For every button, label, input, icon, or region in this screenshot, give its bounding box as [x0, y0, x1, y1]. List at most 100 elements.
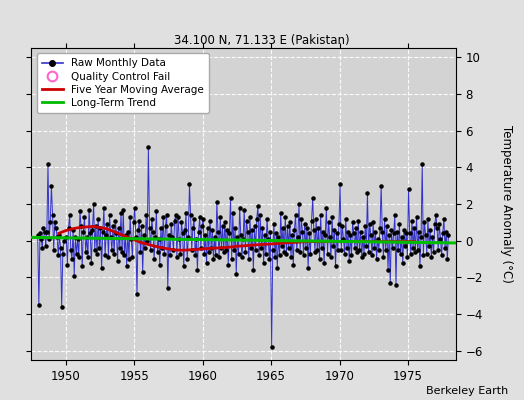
- Point: [84, 254, 92, 260]
- Point: [119, 206, 127, 213]
- Point: [53, 234, 61, 240]
- Point: [287, 254, 295, 260]
- Point: [430, 248, 438, 255]
- Point: [67, 247, 75, 253]
- Point: [245, 256, 253, 262]
- Point: [205, 248, 213, 255]
- Point: [292, 247, 301, 253]
- Point: [195, 214, 204, 220]
- Point: [434, 247, 442, 253]
- Y-axis label: Temperature Anomaly (°C): Temperature Anomaly (°C): [500, 125, 512, 283]
- Point: [356, 228, 365, 235]
- Point: [385, 232, 394, 238]
- Point: [297, 216, 305, 222]
- Point: [436, 236, 445, 242]
- Point: [193, 267, 202, 273]
- Point: [366, 221, 374, 227]
- Point: [230, 247, 238, 253]
- Point: [99, 228, 107, 235]
- Point: [304, 265, 312, 272]
- Text: Berkeley Earth: Berkeley Earth: [426, 386, 508, 396]
- Point: [351, 245, 359, 251]
- Point: [412, 214, 421, 220]
- Point: [97, 265, 106, 272]
- Point: [190, 216, 198, 222]
- Point: [130, 204, 139, 211]
- Point: [427, 254, 435, 260]
- Point: [369, 219, 377, 226]
- Point: [398, 234, 406, 240]
- Point: [286, 219, 294, 226]
- Point: [252, 247, 260, 253]
- Point: [271, 254, 279, 260]
- Point: [276, 252, 284, 258]
- Point: [213, 199, 221, 205]
- Point: [334, 247, 342, 253]
- Point: [90, 201, 98, 207]
- Point: [428, 234, 436, 240]
- Point: [129, 219, 138, 226]
- Point: [426, 226, 434, 233]
- Point: [126, 214, 134, 220]
- Point: [408, 217, 416, 224]
- Point: [309, 195, 317, 202]
- Point: [402, 230, 410, 236]
- Point: [331, 263, 340, 270]
- Point: [315, 256, 324, 262]
- Point: [168, 234, 177, 240]
- Point: [73, 236, 82, 242]
- Point: [267, 344, 276, 350]
- Point: [387, 226, 396, 233]
- Point: [232, 270, 241, 277]
- Point: [122, 232, 130, 238]
- Point: [438, 252, 446, 258]
- Point: [325, 234, 334, 240]
- Point: [189, 225, 197, 231]
- Point: [68, 256, 76, 262]
- Point: [280, 248, 288, 255]
- Point: [185, 181, 194, 187]
- Point: [123, 263, 131, 270]
- Point: [241, 248, 249, 255]
- Point: [139, 232, 148, 238]
- Point: [431, 221, 439, 227]
- Point: [396, 250, 405, 257]
- Point: [196, 245, 205, 251]
- Point: [38, 245, 47, 251]
- Point: [321, 232, 330, 238]
- Point: [101, 252, 109, 258]
- Point: [256, 212, 265, 218]
- Point: [393, 228, 401, 235]
- Point: [179, 230, 187, 236]
- Point: [86, 230, 94, 236]
- Point: [117, 210, 125, 216]
- Point: [184, 234, 192, 240]
- Point: [318, 245, 326, 251]
- Point: [391, 212, 399, 218]
- Point: [316, 212, 325, 218]
- Point: [417, 234, 425, 240]
- Point: [341, 250, 349, 257]
- Point: [364, 248, 373, 255]
- Point: [192, 236, 201, 242]
- Point: [247, 245, 255, 251]
- Point: [266, 228, 275, 235]
- Point: [306, 250, 314, 257]
- Point: [94, 216, 102, 222]
- Point: [374, 236, 382, 242]
- Point: [400, 226, 408, 233]
- Point: [399, 260, 407, 266]
- Point: [338, 223, 346, 229]
- Point: [206, 217, 214, 224]
- Point: [424, 216, 432, 222]
- Point: [93, 250, 101, 257]
- Point: [118, 248, 126, 255]
- Point: [160, 250, 169, 257]
- Point: [375, 247, 383, 253]
- Point: [83, 234, 91, 240]
- Point: [253, 216, 261, 222]
- Point: [173, 254, 181, 260]
- Point: [290, 226, 299, 233]
- Point: [46, 219, 54, 226]
- Point: [35, 302, 43, 308]
